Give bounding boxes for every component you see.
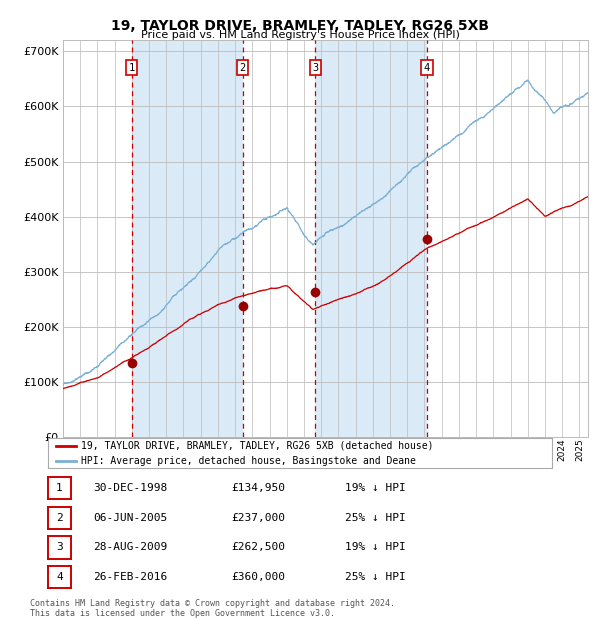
Text: 1: 1 [56,483,63,493]
Text: HPI: Average price, detached house, Basingstoke and Deane: HPI: Average price, detached house, Basi… [81,456,416,466]
Text: £237,000: £237,000 [231,513,285,523]
Text: 19% ↓ HPI: 19% ↓ HPI [345,542,406,552]
Text: 28-AUG-2009: 28-AUG-2009 [93,542,167,552]
Text: £360,000: £360,000 [231,572,285,582]
Text: 1: 1 [128,63,135,73]
Text: 06-JUN-2005: 06-JUN-2005 [93,513,167,523]
Text: 26-FEB-2016: 26-FEB-2016 [93,572,167,582]
Text: 3: 3 [56,542,63,552]
Text: 19, TAYLOR DRIVE, BRAMLEY, TADLEY, RG26 5XB (detached house): 19, TAYLOR DRIVE, BRAMLEY, TADLEY, RG26 … [81,441,433,451]
Text: 2: 2 [239,63,245,73]
Text: £262,500: £262,500 [231,542,285,552]
Text: Contains HM Land Registry data © Crown copyright and database right 2024.
This d: Contains HM Land Registry data © Crown c… [30,599,395,618]
Text: 4: 4 [56,572,63,582]
Text: 25% ↓ HPI: 25% ↓ HPI [345,513,406,523]
Text: 3: 3 [312,63,319,73]
Bar [242,40,316,437]
Text: 25% ↓ HPI: 25% ↓ HPI [345,572,406,582]
Text: 30-DEC-1998: 30-DEC-1998 [93,483,167,493]
Bar [427,40,588,437]
Text: 4: 4 [424,63,430,73]
Text: 19% ↓ HPI: 19% ↓ HPI [345,483,406,493]
Bar [63,40,131,437]
Text: £134,950: £134,950 [231,483,285,493]
Text: Price paid vs. HM Land Registry's House Price Index (HPI): Price paid vs. HM Land Registry's House … [140,30,460,40]
Text: 19, TAYLOR DRIVE, BRAMLEY, TADLEY, RG26 5XB: 19, TAYLOR DRIVE, BRAMLEY, TADLEY, RG26 … [111,19,489,33]
Text: 2: 2 [56,513,63,523]
